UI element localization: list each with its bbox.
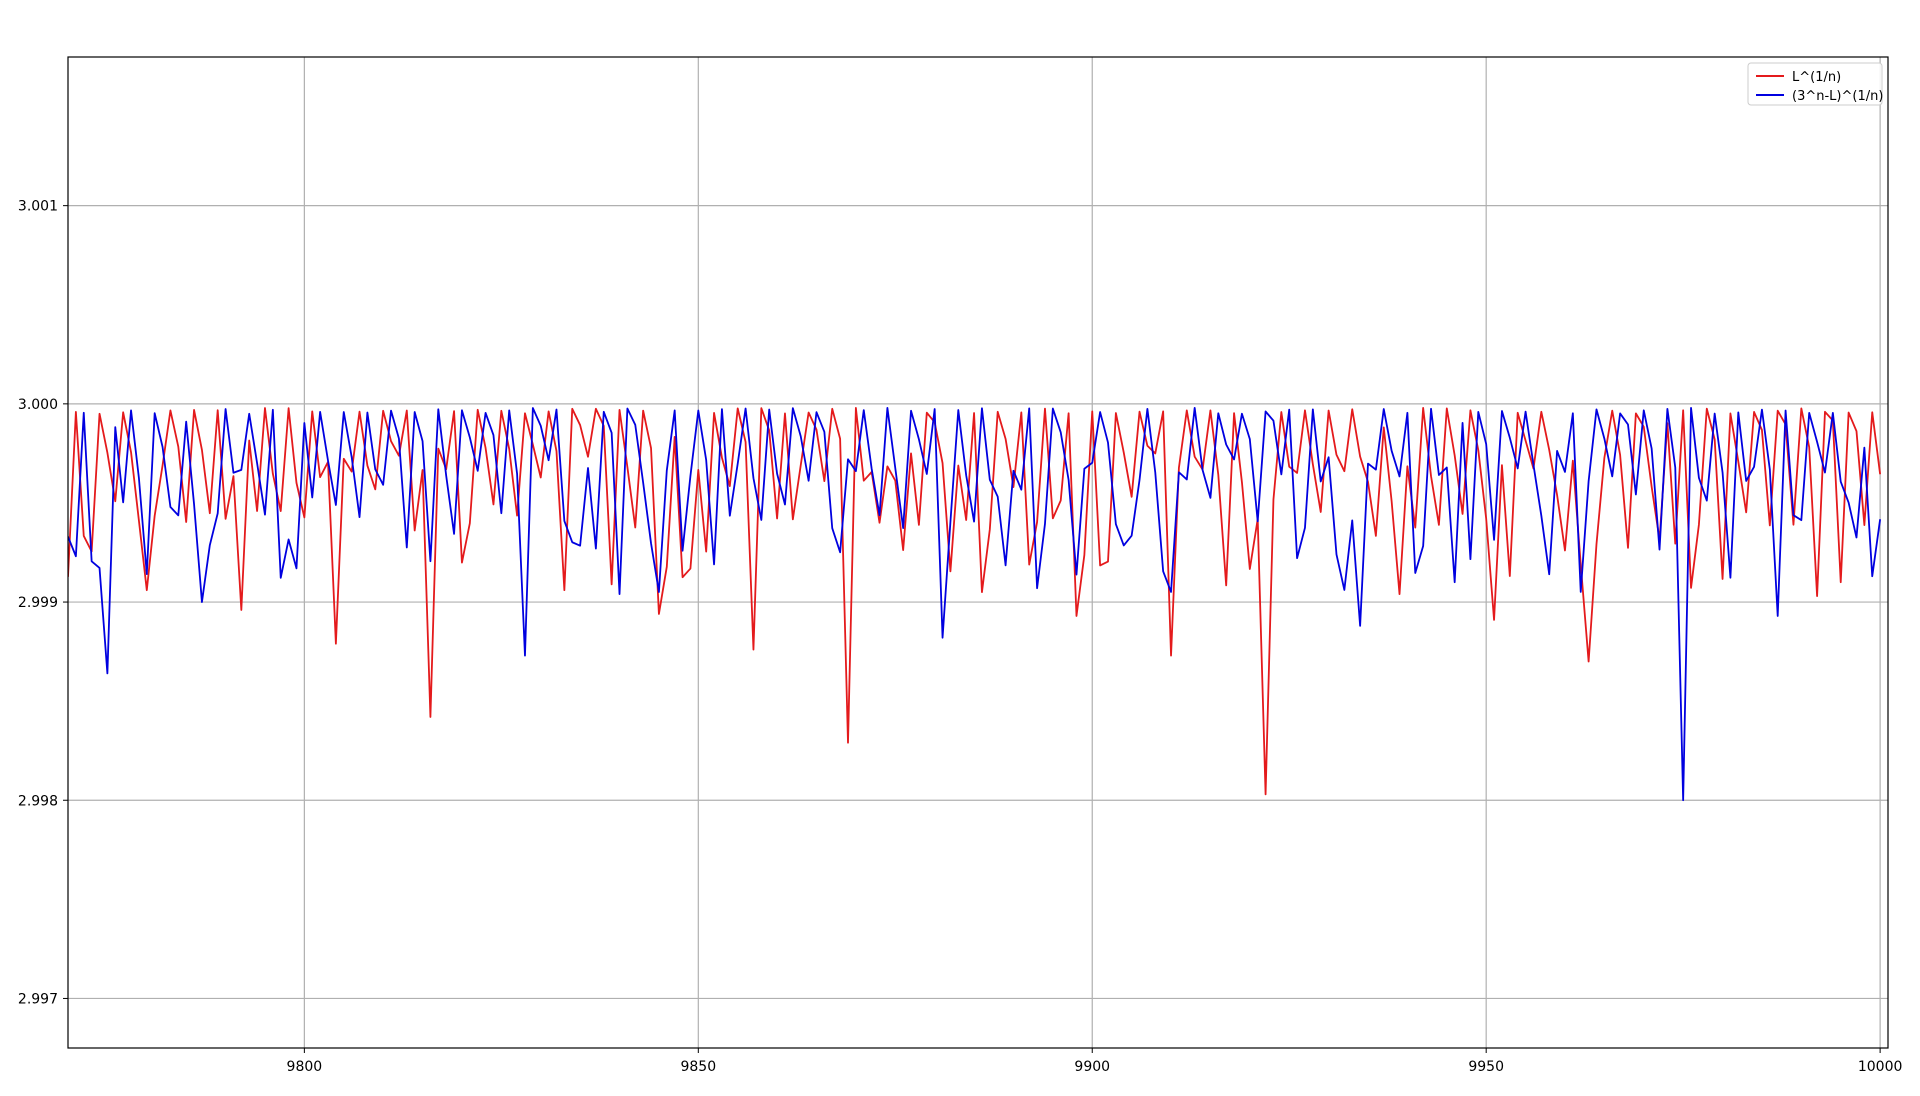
series-layer — [68, 406, 1882, 802]
series-line-complement-root — [68, 406, 1882, 802]
x-tick-label: 10000 — [1858, 1059, 1903, 1075]
legend-label: (3^n-L)^(1/n) — [1792, 89, 1883, 104]
y-tick-label: 2.999 — [18, 595, 58, 611]
grid — [68, 57, 1888, 1048]
legend: L^(1/n) (3^n-L)^(1/n) — [1747, 62, 1883, 106]
y-tick-label: 3.000 — [18, 397, 58, 413]
x-tick-label: 9850 — [680, 1059, 716, 1075]
plot-frame — [67, 56, 1889, 1049]
y-tick-label: 2.998 — [18, 793, 58, 809]
legend-label: L^(1/n) — [1792, 70, 1841, 85]
x-tick-label: 9900 — [1074, 1059, 1110, 1075]
axis-ticks: 9800 9850 9900 9950 10000 2.997 2.998 2.999 3.00… — [18, 199, 1902, 1075]
y-tick-label: 2.997 — [18, 991, 58, 1007]
x-tick-label: 9800 — [287, 1059, 323, 1075]
x-tick-label: 9950 — [1468, 1059, 1504, 1075]
y-tick-label: 3.001 — [18, 199, 58, 215]
